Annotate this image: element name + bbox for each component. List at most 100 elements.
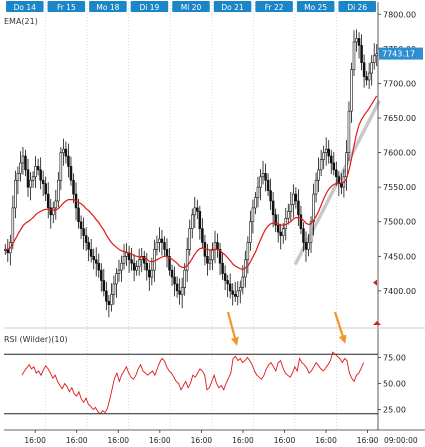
- candle-body: [52, 207, 55, 216]
- candle-body: [150, 269, 154, 278]
- ema-legend-label: EMA(21): [4, 17, 38, 26]
- candle-body: [213, 242, 217, 250]
- candle-body: [54, 200, 58, 209]
- candle-body: [62, 148, 65, 153]
- price-tick-label: 7700.00: [383, 79, 416, 88]
- candle-body: [92, 256, 95, 261]
- date-tab-label: Di 19: [140, 3, 160, 12]
- candle-body: [84, 235, 88, 243]
- candle-body: [122, 256, 126, 264]
- candle-body: [198, 211, 202, 229]
- candle-body: [105, 290, 108, 302]
- candle-body: [294, 193, 298, 202]
- candle-body: [142, 256, 146, 264]
- price-tick-label: 7500.00: [383, 218, 416, 227]
- candle-body: [175, 283, 179, 292]
- candle-body: [221, 262, 224, 274]
- candle-body: [352, 41, 356, 70]
- candle-body: [183, 269, 186, 288]
- candle-body: [357, 38, 361, 46]
- candle-body: [292, 193, 295, 205]
- candle-body: [44, 183, 47, 195]
- price-tick-label: 7800.00: [383, 10, 416, 19]
- orange-arrowhead: [338, 334, 347, 344]
- candle-body: [14, 179, 17, 209]
- candle-body: [367, 72, 371, 81]
- price-tick-label: 7550.00: [383, 183, 416, 192]
- date-tab-label: Mo 18: [96, 3, 119, 12]
- time-tick-label: 16:00: [191, 436, 213, 445]
- time-axis: 16:00 16:00 16:00 16:00 16:00 16:00 16:00 16:00…: [4, 429, 425, 445]
- candle-body: [249, 221, 252, 243]
- candle-body: [307, 242, 310, 250]
- candle-body: [314, 179, 318, 195]
- candle-body: [137, 259, 141, 267]
- candle-body: [372, 55, 376, 64]
- candle-body: [107, 300, 111, 306]
- candle-body: [259, 176, 262, 188]
- candle-body: [360, 45, 363, 64]
- orange-arrowhead: [230, 336, 239, 346]
- candle-body: [264, 173, 267, 181]
- date-tab-label: Mo 25: [304, 3, 327, 12]
- rsi-tick-label: 50.00: [383, 380, 406, 389]
- candle-body: [251, 207, 255, 223]
- candle-body: [130, 259, 133, 264]
- candle-body: [112, 283, 116, 295]
- candle-body: [72, 179, 75, 195]
- time-tick-label: 16:00: [66, 436, 88, 445]
- candle-body: [302, 228, 305, 243]
- time-tick-label: 16:00: [357, 436, 379, 445]
- candle-body: [21, 155, 25, 164]
- candle-body: [39, 169, 42, 181]
- candle-body: [110, 294, 113, 306]
- candle-body: [312, 193, 315, 223]
- candle-body: [79, 221, 83, 229]
- candle-body: [241, 276, 245, 288]
- candle-body: [266, 179, 270, 191]
- candle-body: [193, 207, 197, 216]
- candle-body: [365, 76, 368, 81]
- time-tick-label: 16:00: [24, 436, 46, 445]
- price-tick-label: 7450.00: [383, 252, 416, 261]
- candle-body: [236, 290, 240, 297]
- time-tick-label: 16:00: [315, 436, 337, 445]
- candle-body: [287, 211, 290, 219]
- candle-body: [337, 176, 341, 185]
- candle-body: [279, 231, 282, 236]
- candle-body: [355, 38, 358, 43]
- candle-body: [216, 242, 219, 250]
- time-dash-label: -: [371, 436, 374, 445]
- candle-body: [125, 252, 128, 257]
- candle-body: [36, 166, 40, 171]
- candle-body: [370, 62, 373, 74]
- candle-body: [77, 207, 80, 223]
- date-tab-label: Di 26: [347, 3, 367, 12]
- date-tab-label: Fr 22: [265, 3, 284, 12]
- candle-body: [347, 110, 351, 153]
- candle-body: [24, 155, 27, 171]
- candle-body: [274, 214, 277, 226]
- candle-body: [117, 269, 121, 274]
- candle-body: [132, 262, 136, 271]
- date-tab: [213, 1, 252, 12]
- candle-body: [46, 193, 50, 209]
- date-tab: [296, 1, 335, 12]
- candle-body: [188, 228, 191, 250]
- candle-body: [82, 228, 85, 236]
- candle-body: [87, 242, 90, 250]
- candle-body: [153, 249, 156, 271]
- rsi-panel: 75.00 50.00 25.00: [4, 327, 425, 415]
- candle-body: [269, 190, 272, 202]
- time-end-label: 09:00:00: [384, 436, 418, 445]
- candle-body: [289, 204, 293, 212]
- candle-body: [335, 169, 338, 178]
- candle-body: [135, 266, 138, 271]
- candle-body: [322, 152, 325, 160]
- candle-body: [319, 159, 323, 171]
- candle-body: [281, 228, 285, 236]
- date-tab: [89, 1, 127, 12]
- candle-body: [26, 169, 30, 188]
- candle-body: [299, 214, 303, 229]
- date-tab-label: Mi 20: [181, 3, 202, 12]
